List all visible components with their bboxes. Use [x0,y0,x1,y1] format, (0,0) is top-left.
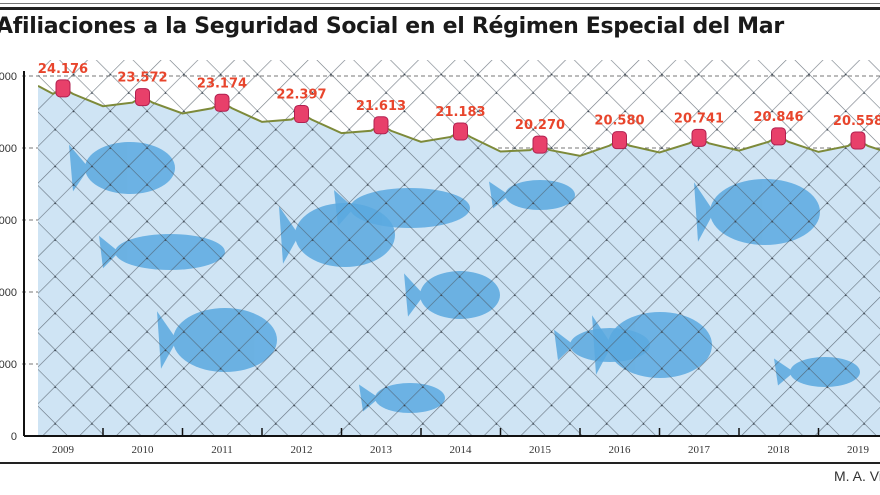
top-rule-thick [0,7,880,10]
data-label: 20.846 [753,110,803,125]
float-marker [850,131,866,150]
data-label: 22.397 [276,87,326,102]
x-tick-label: 2011 [211,444,233,456]
data-label: 23.174 [197,76,247,91]
x-tick-label: 2017 [688,444,711,456]
y-tick-label: 25.000 [0,71,17,83]
data-label: 20.741 [674,111,724,126]
data-label: 24.176 [38,62,88,77]
y-tick-label: 20.000 [0,143,17,155]
data-label: 21.613 [356,99,406,114]
y-tick-label: 15.000 [0,215,17,227]
x-tick-label: 2013 [370,444,393,456]
data-label: 20.580 [594,114,644,129]
float-marker [373,116,389,135]
y-tick-label: 0 [11,431,17,443]
float-marker [135,88,150,107]
float-marker [612,131,627,150]
x-tick-label: 2009 [52,444,75,456]
float-marker [453,122,468,141]
x-tick-label: 2019 [847,444,870,456]
x-tick-label: 2014 [450,444,473,456]
x-tick-label: 2010 [132,444,155,456]
top-rule [0,3,880,4]
x-tick-label: 2016 [609,444,632,456]
float-marker [214,93,230,112]
data-label: 20.558 [833,114,880,129]
float-marker [294,104,309,123]
data-label: 21.183 [435,105,485,120]
bottom-rule [0,462,880,464]
x-tick-label: 2015 [529,444,552,456]
y-tick-label: 5.000 [0,359,17,371]
chart-title: Afiliaciones a la Seguridad Social en el… [0,14,784,39]
float-marker [691,128,707,147]
x-tick-label: 2018 [768,444,791,456]
author-credit: M. A. Vi [834,468,880,484]
float-marker [771,127,786,146]
x-tick-label: 2012 [291,444,313,456]
data-label: 23.572 [117,71,167,86]
float-marker [532,135,548,154]
data-label: 20.270 [515,118,565,133]
y-tick-label: 10.000 [0,287,17,299]
float-marker [55,79,71,98]
